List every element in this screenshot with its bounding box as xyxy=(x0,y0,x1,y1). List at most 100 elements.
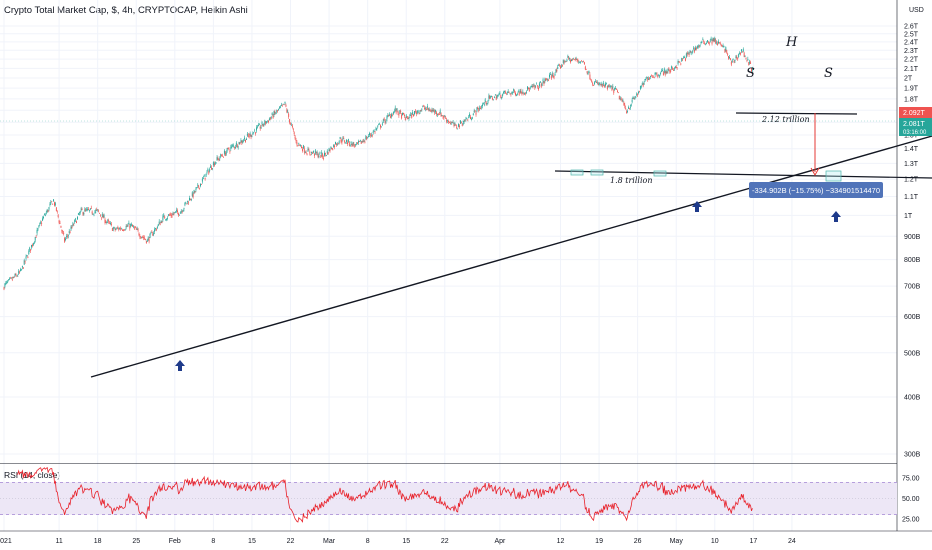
candle-body xyxy=(641,83,643,85)
candle-body xyxy=(198,185,200,188)
candle-body xyxy=(153,233,155,235)
candle-body xyxy=(254,130,256,132)
candle-body xyxy=(577,60,579,61)
candle-body xyxy=(477,107,479,109)
candle-body xyxy=(670,71,672,72)
candle-body xyxy=(693,47,695,49)
candle-body xyxy=(76,221,77,224)
candle-body xyxy=(585,68,587,70)
candle-body xyxy=(669,69,671,72)
candle-body xyxy=(356,142,358,144)
candle-body xyxy=(129,225,131,229)
candle-body xyxy=(485,101,487,105)
x-tick-label: Mar xyxy=(323,538,336,545)
candle-body xyxy=(561,65,563,66)
candle-body xyxy=(581,60,583,62)
candle-body xyxy=(575,58,577,60)
candle-body xyxy=(350,141,352,144)
candle-body xyxy=(475,112,477,115)
candle-body xyxy=(424,107,426,109)
candle-body xyxy=(640,85,642,87)
x-tick-label: 22 xyxy=(287,538,295,545)
candle-body xyxy=(419,110,421,113)
candle-body xyxy=(411,114,413,118)
candle-body xyxy=(361,141,363,143)
candle-body xyxy=(573,59,575,61)
candle-body xyxy=(537,85,539,87)
candle-body xyxy=(179,212,181,214)
candle-body xyxy=(204,177,206,180)
candle-body xyxy=(396,108,398,111)
candle-body xyxy=(220,154,222,157)
candle-body xyxy=(334,145,336,148)
candle-body xyxy=(632,97,634,99)
candle-body xyxy=(138,233,140,236)
candle-body xyxy=(440,113,442,117)
candle-body xyxy=(65,235,67,237)
candle-body xyxy=(100,217,102,219)
candle-body xyxy=(177,210,179,213)
candle-body xyxy=(16,275,18,277)
measure-tooltip-text: -334.902B (−15.75%) −334901514470 xyxy=(752,186,880,195)
candle-body xyxy=(449,123,451,125)
candle-body xyxy=(116,227,118,229)
candle-body xyxy=(530,86,532,88)
candle-body xyxy=(482,103,484,105)
candle-body xyxy=(182,210,184,212)
candle-body xyxy=(210,166,212,168)
candle-body xyxy=(665,69,667,73)
candle-body xyxy=(446,119,448,122)
candle-body xyxy=(519,89,521,93)
y-tick-label: 1.3T xyxy=(904,161,919,168)
candle-body xyxy=(322,154,324,157)
candle-body xyxy=(255,132,257,134)
candle-body xyxy=(369,133,370,135)
candle-body xyxy=(247,134,249,136)
candle-body xyxy=(727,53,729,55)
candle-body xyxy=(60,225,62,228)
candle-body xyxy=(148,239,150,242)
candle-body xyxy=(66,236,68,237)
pattern-label-head: H xyxy=(785,35,798,50)
candle-body xyxy=(682,58,684,60)
candle-body xyxy=(140,237,142,239)
candle-body xyxy=(515,95,517,96)
candle-body xyxy=(155,229,157,231)
candle-body xyxy=(556,69,558,72)
y-tick-label: 800B xyxy=(904,257,921,264)
candle-body xyxy=(342,137,344,140)
candle-body xyxy=(549,74,551,76)
candle-body xyxy=(672,68,673,70)
candle-body xyxy=(169,214,171,216)
candle-body xyxy=(46,209,48,212)
candle-body xyxy=(265,121,267,124)
candle-body xyxy=(18,271,20,274)
candle-body xyxy=(638,91,640,94)
candle-body xyxy=(164,216,166,219)
candle-body xyxy=(118,228,120,230)
candle-body xyxy=(225,152,227,155)
candle-body xyxy=(6,281,8,283)
candle-body xyxy=(397,110,399,113)
candle-body xyxy=(7,281,9,283)
candle-body xyxy=(634,98,636,99)
candle-body xyxy=(518,93,520,95)
candle-body xyxy=(444,115,446,117)
candle-body xyxy=(738,54,740,57)
candle-body xyxy=(678,61,680,63)
candle-body xyxy=(639,85,641,89)
y-tick-label: 600B xyxy=(904,314,921,321)
candle-body xyxy=(500,95,502,99)
candle-body xyxy=(344,140,346,143)
candle-body xyxy=(191,192,193,196)
candle-body xyxy=(25,256,27,259)
candle-body xyxy=(73,224,75,226)
candle-body xyxy=(401,114,403,119)
candle-body xyxy=(287,111,289,113)
candle-body xyxy=(295,140,297,142)
candle-body xyxy=(367,137,369,139)
candle-body xyxy=(443,117,445,119)
candle-body xyxy=(451,122,453,123)
candle-body xyxy=(58,220,60,223)
